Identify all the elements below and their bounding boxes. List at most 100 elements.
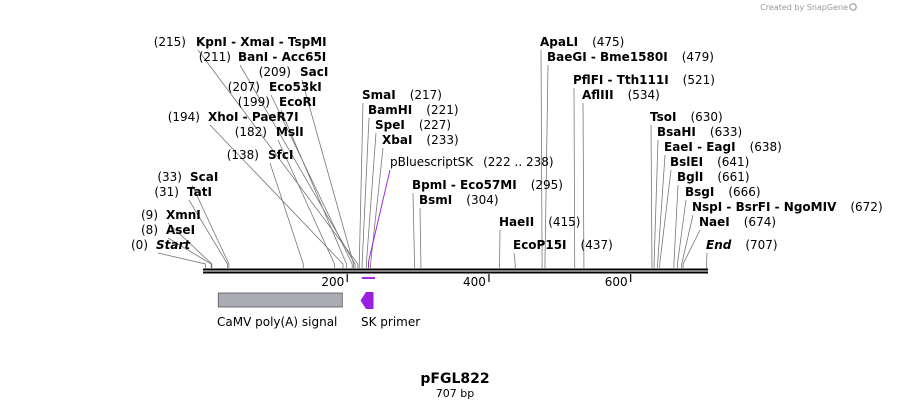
site-position-eco53ki: (207) (228, 80, 260, 94)
site-leader-tati (188, 199, 228, 268)
site-leader-xhoi (209, 124, 344, 268)
site-leader-naei (682, 229, 701, 268)
plasmid-size: 707 bp (436, 387, 474, 400)
site-label-end[interactable]: End (706, 238, 732, 252)
ruler-ticks: 200 400 600 (321, 274, 632, 289)
site-label-sfci[interactable]: SfcI (268, 148, 293, 162)
site-position-scai: (33) (157, 170, 182, 184)
pbluescriptsk-region[interactable]: pBluescriptSK (222 .. 238) (361, 155, 554, 279)
site-label-bpmi[interactable]: BpmI - Eco57MI (412, 178, 517, 192)
site-label-eco53ki[interactable]: Eco53kI (269, 80, 322, 94)
site-position-bsgi: (666) (728, 185, 760, 199)
site-leader-ecop15i (513, 252, 516, 268)
site-label-naei[interactable]: NaeI (699, 215, 730, 229)
camv-polya-label: CaMV poly(A) signal (217, 315, 337, 329)
site-label-asei[interactable]: AseI (166, 223, 195, 237)
sk-primer-label: SK primer (361, 315, 420, 329)
ruler-label-600: 600 (605, 275, 628, 289)
region-label: pBluescriptSK (222 .. 238) (390, 155, 554, 169)
site-position-kpni: (215) (154, 35, 186, 49)
ruler-label-200: 200 (321, 275, 344, 289)
site-label-smai[interactable]: SmaI (362, 88, 396, 102)
site-position-xbai: (233) (426, 133, 458, 147)
site-position-tsoi: (630) (690, 110, 722, 124)
site-label-ecop15i[interactable]: EcoP15I (513, 238, 567, 252)
site-label-bslei[interactable]: BslEI (670, 155, 703, 169)
site-label-baegi[interactable]: BaeGI - Bme1580I (547, 50, 668, 64)
site-label-start[interactable]: Start (156, 238, 191, 252)
site-label-pflfi[interactable]: PflFI - Tth111I (573, 73, 669, 87)
site-label-bgli[interactable]: BglI (677, 170, 703, 184)
site-leader-tsoi (650, 124, 653, 268)
site-leader-bsgi (677, 199, 687, 268)
snapgene-logo-icon (849, 3, 857, 11)
site-leader-lines (157, 49, 708, 268)
site-label-msli[interactable]: MslI (276, 125, 304, 139)
site-position-pflfi: (521) (683, 73, 715, 87)
site-leader-saci (301, 79, 355, 268)
site-leader-xmni (167, 222, 213, 268)
site-label-xhoi[interactable]: XhoI - PaeR7I (208, 110, 299, 124)
site-leader-bslei (659, 169, 672, 268)
backbone-top-strand (203, 268, 708, 271)
region-range: (222 .. 238) (483, 155, 553, 169)
feature-camv-polya[interactable]: CaMV poly(A) signal (217, 292, 343, 329)
site-position-bgli: (661) (717, 170, 749, 184)
feature-sk-primer[interactable]: SK primer (360, 292, 421, 329)
site-label-kpni[interactable]: KpnI - XmaI - TspMI (196, 35, 327, 49)
site-position-tati: (31) (154, 185, 179, 199)
site-position-eaei: (638) (750, 140, 782, 154)
site-position-xhoi: (194) (168, 110, 200, 124)
site-label-apali[interactable]: ApaLI (540, 35, 578, 49)
sk-primer-arrow-icon (360, 292, 374, 309)
backbone-bottom-strand (203, 271, 708, 274)
ruler-label-400: 400 (463, 275, 486, 289)
site-label-nspi[interactable]: NspI - BsrFI - NgoMIV (692, 200, 837, 214)
site-leader-xbai (370, 147, 384, 268)
site-leader-end (706, 252, 708, 268)
site-position-saci: (209) (259, 65, 291, 79)
site-label-bamhi[interactable]: BamHI (368, 103, 412, 117)
site-position-start: (0) (131, 238, 148, 252)
site-position-end: (707) (745, 238, 777, 252)
site-label-afliii[interactable]: AflIII (582, 88, 614, 102)
site-label-xmni[interactable]: XmnI (166, 208, 201, 222)
site-position-spei: (227) (419, 118, 451, 132)
site-position-baegi: (479) (682, 50, 714, 64)
site-position-asei: (8) (141, 223, 158, 237)
site-leader-afliii (582, 102, 585, 268)
site-label-bani[interactable]: BanI - Acc65I (238, 50, 326, 64)
site-leader-nspi (681, 214, 694, 268)
site-position-bani: (211) (199, 50, 231, 64)
site-label-scai[interactable]: ScaI (190, 170, 218, 184)
site-leader-scai (191, 184, 230, 268)
site-label-bsahi[interactable]: BsaHI (657, 125, 696, 139)
site-label-bsmi[interactable]: BsmI (419, 193, 452, 207)
site-position-smai: (217) (410, 88, 442, 102)
site-label-spei[interactable]: SpeI (375, 118, 405, 132)
site-leader-bpmi (412, 192, 415, 268)
site-label-xbai[interactable]: XbaI (382, 133, 412, 147)
site-position-bsahi: (633) (710, 125, 742, 139)
site-position-naei: (674) (744, 215, 776, 229)
site-leader-sfci (269, 162, 304, 268)
site-leader-spei (365, 132, 377, 268)
plasmid-title: pFGL822 (420, 371, 489, 387)
site-label-haeii[interactable]: HaeII (499, 215, 534, 229)
site-leader-bamhi (361, 117, 370, 268)
site-label-saci[interactable]: SacI (300, 65, 328, 79)
site-label-ecori[interactable]: EcoRI (279, 95, 316, 109)
site-position-bslei: (641) (717, 155, 749, 169)
site-leader-bsahi (653, 139, 659, 268)
site-label-bsgi[interactable]: BsgI (685, 185, 714, 199)
site-label-tsoi[interactable]: TsoI (650, 110, 676, 124)
site-leader-bsmi (419, 207, 422, 268)
site-label-tati[interactable]: TatI (187, 185, 212, 199)
site-leader-msli (277, 139, 335, 268)
camv-polya-feature-box (217, 292, 343, 308)
site-leader-eaei (657, 154, 666, 268)
site-label-eaei[interactable]: EaeI - EagI (664, 140, 736, 154)
site-position-sfci: (138) (227, 148, 259, 162)
snapgene-credit: Created by SnapGene (760, 3, 857, 12)
